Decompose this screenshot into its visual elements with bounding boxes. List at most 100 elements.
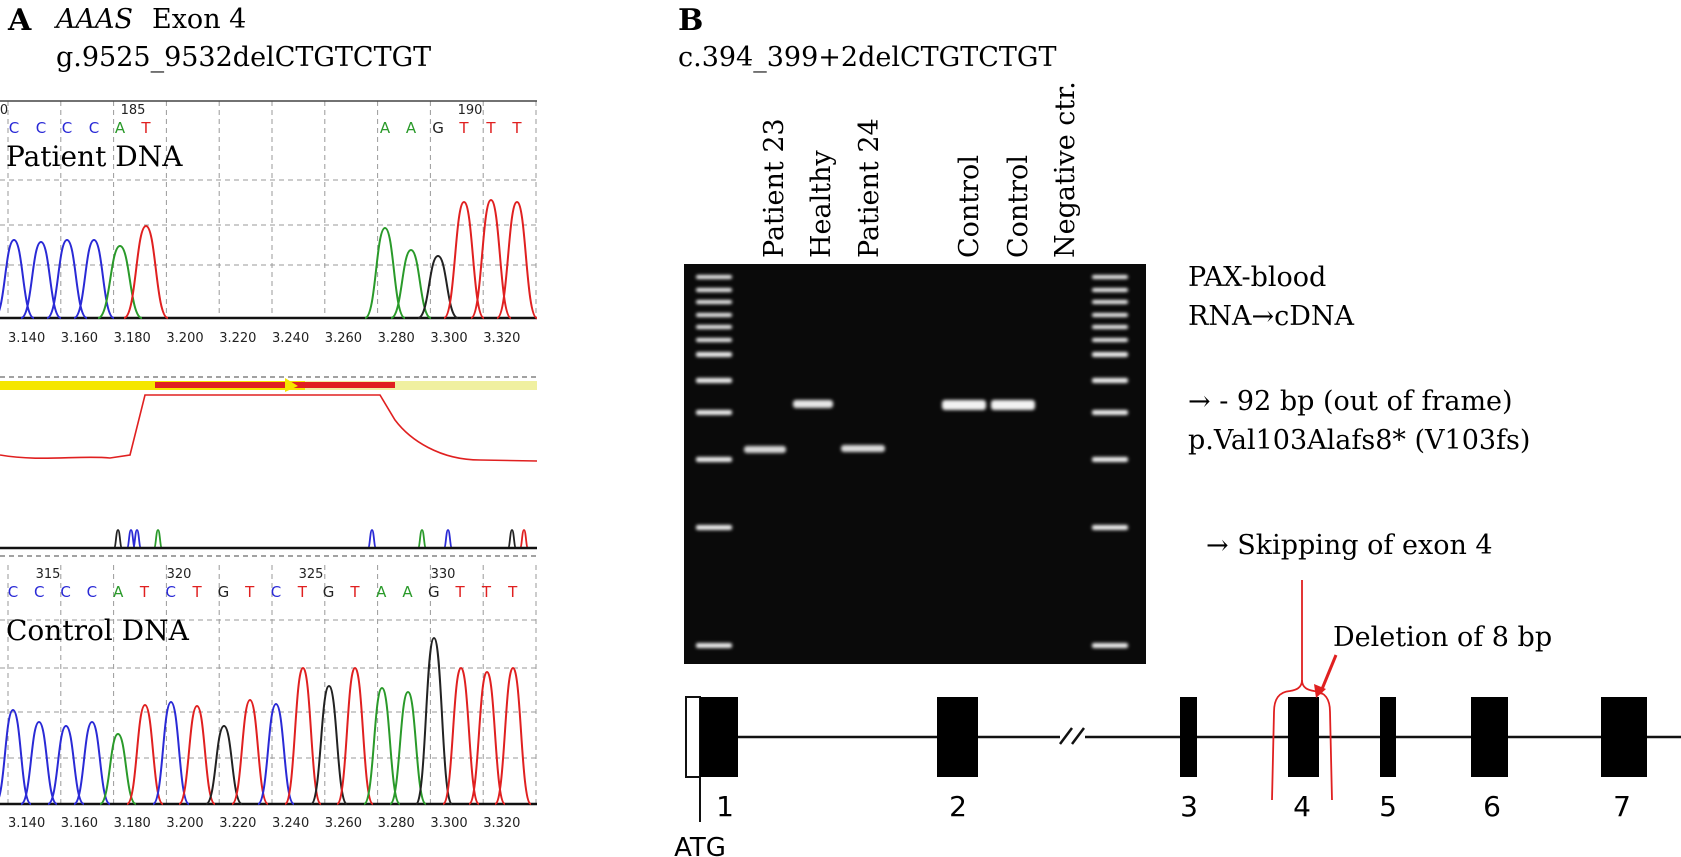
mismatch-region-bar xyxy=(155,382,395,388)
trace-peak xyxy=(205,724,243,805)
trace-peak xyxy=(20,240,62,319)
band-healthy xyxy=(793,400,833,408)
axis-tick-label: 3.240 xyxy=(272,816,309,831)
ladder-band xyxy=(1092,457,1128,462)
base-call: T xyxy=(349,583,360,601)
exon-number-3: 3 xyxy=(1180,790,1198,823)
base-call: C xyxy=(8,583,18,601)
exon-number-7: 7 xyxy=(1613,790,1631,823)
deletion-arrowhead-icon xyxy=(1314,684,1326,698)
trace-peak xyxy=(123,224,169,319)
exon-7 xyxy=(1601,697,1647,777)
ladder-band xyxy=(696,525,732,530)
ladder-band xyxy=(1092,325,1128,329)
residual-peak xyxy=(519,529,529,549)
direction-arrow-icon xyxy=(285,378,298,392)
trace-peak xyxy=(46,238,88,319)
ladder-left xyxy=(696,275,732,648)
trace-peak xyxy=(73,720,111,805)
trace-peak xyxy=(0,708,32,805)
base-call: T xyxy=(511,119,522,137)
ladder-band xyxy=(696,275,732,279)
result-line2: p.Val103Alafs8* (V103fs) xyxy=(1188,425,1530,456)
ladder-band xyxy=(1092,275,1128,279)
trace-peak xyxy=(496,200,538,319)
result-line1: → - 92 bp (out of frame) xyxy=(1188,386,1513,417)
exon-2 xyxy=(937,697,978,777)
ladder-band xyxy=(696,378,732,383)
ladder-band xyxy=(1092,313,1128,317)
lane-label-patient-24: Patient 24 xyxy=(854,118,885,258)
axis-tick-label: 3.240 xyxy=(272,331,309,346)
control-axis-ticks: 3.140 3.160 3.180 3.200 3.220 3.240 3.260 3.280… xyxy=(8,816,520,831)
trace-peak xyxy=(494,666,532,805)
base-call: T xyxy=(192,583,203,601)
position-tick-label: 185 xyxy=(121,103,146,118)
base-call: C xyxy=(9,119,19,137)
ladder-right xyxy=(1092,275,1128,648)
quality-bar-yellow xyxy=(0,381,305,390)
axis-tick-label: 3.220 xyxy=(219,331,256,346)
residual-peak xyxy=(132,529,142,549)
trace-peak xyxy=(284,666,322,805)
trace-peak xyxy=(97,244,143,319)
position-tick-label: 190 xyxy=(458,103,483,118)
axis-tick-label: 3.280 xyxy=(378,816,415,831)
lane-labels: Patient 23 Healthy Patient 24 Control Co… xyxy=(759,81,1081,258)
base-call: A xyxy=(380,119,391,137)
base-call: T xyxy=(458,119,469,137)
sample-type-line1: PAX-blood xyxy=(1188,262,1326,293)
axis-tick-label: 3.200 xyxy=(166,816,203,831)
base-call: A xyxy=(376,583,387,601)
base-call: C xyxy=(166,583,176,601)
sample-type-line2: RNA→cDNA xyxy=(1188,301,1354,332)
atg-label: ATG xyxy=(674,833,726,857)
band-control-1 xyxy=(942,400,986,410)
base-call: C xyxy=(60,583,70,601)
genomic-variant: g.9525_9532delCTGTCTGT xyxy=(56,42,431,73)
base-call: T xyxy=(244,583,255,601)
ladder-band xyxy=(696,288,732,292)
control-position-ticks: 315 320 325 330 xyxy=(36,567,456,582)
axis-tick-label: 3.220 xyxy=(219,816,256,831)
base-call: G xyxy=(428,583,440,601)
quality-track xyxy=(0,376,538,557)
exon-4 xyxy=(1288,697,1319,777)
position-tick-label: 325 xyxy=(299,567,324,582)
patient-grid xyxy=(0,101,537,318)
ladder-band xyxy=(696,352,732,357)
axis-tick-label: 3.200 xyxy=(166,331,203,346)
residual-peaks xyxy=(113,529,529,549)
trace-peak xyxy=(99,732,137,805)
panel-a-letter: A xyxy=(7,3,32,38)
skipping-bracket-left xyxy=(1271,580,1303,801)
trace-peak xyxy=(442,666,480,805)
band-control-2 xyxy=(991,400,1035,410)
gel-image xyxy=(684,264,1146,664)
exon-1 xyxy=(700,697,738,777)
trace-peak xyxy=(0,238,35,319)
gene-name: AAAS xyxy=(53,4,133,35)
position-tick-label: 315 xyxy=(36,567,61,582)
break-mark-b xyxy=(1071,727,1085,745)
panel-b-letter: B xyxy=(678,3,703,38)
base-call: C xyxy=(36,119,46,137)
base-call: A xyxy=(115,119,126,137)
exon-number-5: 5 xyxy=(1379,790,1397,823)
base-call: A xyxy=(406,119,417,137)
lane-label-control-2: Control xyxy=(1003,155,1034,258)
position-tick-label: 330 xyxy=(431,567,456,582)
base-call: C xyxy=(89,119,99,137)
band-patient-24 xyxy=(841,445,885,452)
deletion-label: Deletion of 8 bp xyxy=(1333,622,1552,653)
axis-tick-label: 3.300 xyxy=(430,331,467,346)
break-mark-a xyxy=(1059,727,1073,745)
residual-peak xyxy=(507,529,517,549)
base-call: G xyxy=(432,119,444,137)
lane-label-control-1: Control xyxy=(954,155,985,258)
trace-peak xyxy=(364,226,406,319)
axis-tick-label: 3.180 xyxy=(114,331,151,346)
